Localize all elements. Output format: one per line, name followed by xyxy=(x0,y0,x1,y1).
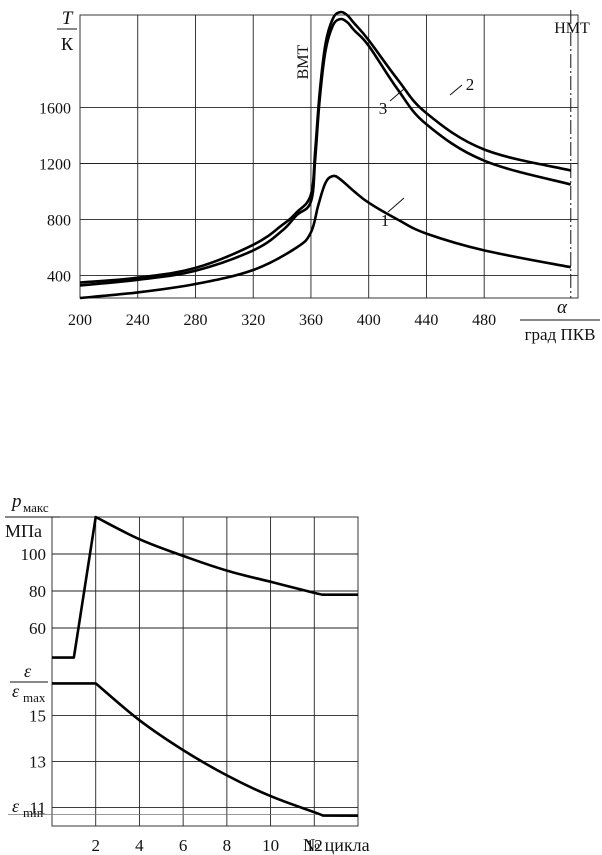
x-tick-label: 200 xyxy=(68,312,92,329)
pmax-tick-label: 60 xyxy=(29,619,46,638)
temperature-tick-labels: 200 240 280 320 360 400 440 480 400 800 1200 1600 xyxy=(39,100,496,329)
plot-frame xyxy=(51,516,359,827)
pmax-label-unit: МПа xyxy=(5,521,42,541)
plot-frame xyxy=(79,14,579,299)
epsilon-min-sub: min xyxy=(23,805,44,820)
vmt-label: ВМТ xyxy=(295,44,312,79)
x-tick-label: 440 xyxy=(414,312,438,329)
y-axis-label-bottom: К xyxy=(61,34,74,54)
x-tick-label: 280 xyxy=(183,312,207,329)
x-tick-label: 4 xyxy=(135,836,144,855)
pmax-tick-label: 80 xyxy=(29,582,46,601)
epsilon-label: ε xyxy=(24,661,32,681)
temperature-curves: 1 2 3 xyxy=(79,10,572,300)
x-tick-label: 320 xyxy=(241,312,265,329)
x-tick-label: 480 xyxy=(472,312,496,329)
curve-2-label: 2 xyxy=(466,75,475,94)
pmax-label-main: p xyxy=(10,491,22,512)
x-tick-label: 12 xyxy=(306,836,323,855)
x-tick-label: 10 xyxy=(262,836,279,855)
x-axis-label-bottom: град ПКВ xyxy=(525,325,596,344)
y-axis-label-top: T xyxy=(62,8,74,29)
x-tick-label: 400 xyxy=(357,312,381,329)
x-tick-label: 8 xyxy=(223,836,232,855)
curve-1-leader xyxy=(387,197,405,213)
x-tick-label: 240 xyxy=(126,312,150,329)
cycle-curves xyxy=(52,515,359,817)
x-tick-label: 2 xyxy=(91,836,100,855)
y-tick-label: 1200 xyxy=(39,157,71,174)
epsilon-tick-label: 11 xyxy=(30,799,46,818)
epsilon-max-sub: max xyxy=(23,690,46,705)
epsilon-tick-label: 13 xyxy=(29,753,46,772)
curve-1 xyxy=(79,174,572,300)
pmax-label-sub: макс xyxy=(23,500,49,515)
x-axis-label: № цикла xyxy=(303,835,370,855)
cycle-grid xyxy=(8,516,359,827)
curve-3 xyxy=(79,17,572,287)
cycle-tick-labels: 2 4 6 8 10 12 60 80 100 11 13 15 xyxy=(21,545,323,855)
curve-3-label: 3 xyxy=(379,99,388,118)
curve-2-leader xyxy=(449,84,463,96)
x-axis-label-top: α xyxy=(557,297,568,318)
y-tick-label: 800 xyxy=(47,213,71,230)
curve-3-leader xyxy=(389,87,406,102)
x-tick-label: 360 xyxy=(299,312,323,329)
y-tick-label: 1600 xyxy=(39,100,71,117)
x-tick-label: 6 xyxy=(179,836,188,855)
epsilon-tick-label: 15 xyxy=(29,707,46,726)
pmax-curve xyxy=(52,515,358,659)
nmt-label: НМТ xyxy=(554,20,590,37)
y-tick-label: 400 xyxy=(47,269,71,286)
pmax-tick-label: 100 xyxy=(21,545,47,564)
temperature-chart: 1 2 3 200 240 280 320 360 400 440 480 400 800 1200 16… xyxy=(39,8,600,344)
epsilon-max-label: ε xyxy=(12,681,20,701)
curve-2 xyxy=(79,10,572,284)
epsilon-curve xyxy=(52,682,359,817)
curve-1-label: 1 xyxy=(381,211,390,230)
epsilon-min-label: ε xyxy=(12,796,20,816)
